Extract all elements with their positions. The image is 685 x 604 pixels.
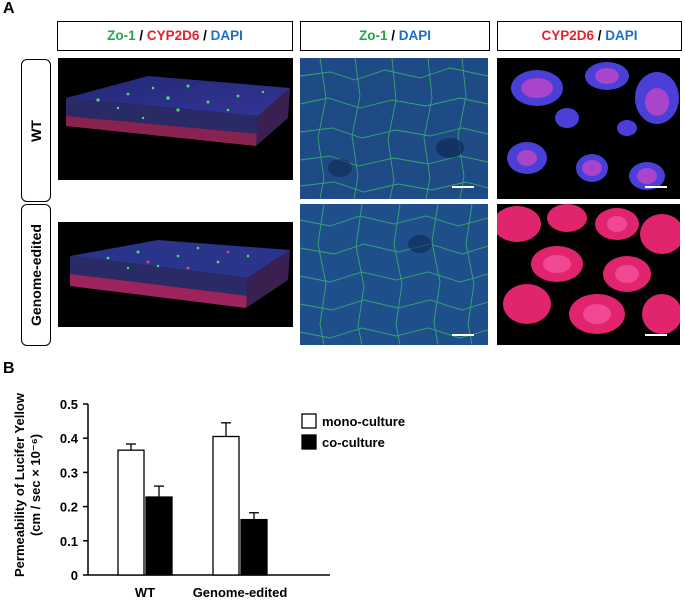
header-zo1-dapi: Zo-1 / DAPI <box>300 21 490 51</box>
legend-label-co-culture: co-culture <box>322 435 385 450</box>
genome-edited-zo1-dapi-micrograph <box>300 204 488 345</box>
header-separator: / <box>594 28 606 43</box>
y-axis-label-line1: Permeability of Lucifer Yellow <box>12 392 27 577</box>
panel-a-label: A <box>3 0 15 17</box>
header-cyp2d6-dapi: CYP2D6 / DAPI <box>497 21 682 51</box>
header-cyp2d6-text: CYP2D6 <box>541 28 594 43</box>
wt-zo1-dapi-micrograph <box>300 58 488 199</box>
scale-bar <box>452 186 474 188</box>
header-cyp2d6-text: CYP2D6 <box>146 28 200 43</box>
row-label-wt-text: WT <box>28 119 44 142</box>
scale-bar <box>452 334 474 336</box>
bar-mono-culture-genome-edited <box>212 435 240 576</box>
header-dapi-text: DAPI <box>605 28 638 43</box>
wt-cyp2d6-dapi-micrograph <box>497 58 680 199</box>
y-axis-label-line2: (cm / sec × 10⁻⁶) <box>28 434 43 536</box>
header-separator: / <box>135 28 147 43</box>
header-dapi-text: DAPI <box>210 28 243 43</box>
header-separator: / <box>199 28 211 43</box>
genome-edited-3d-reconstruction-image <box>58 222 293 327</box>
y-tick-label: 0.1 <box>60 534 78 549</box>
x-category-label: WT <box>135 585 155 600</box>
genome-edited-cyp2d6-dapi-micrograph <box>497 204 680 345</box>
scale-bar <box>645 334 667 336</box>
header-separator: / <box>387 28 399 43</box>
legend-swatch-co-culture <box>301 434 317 450</box>
y-tick-label: 0.4 <box>60 431 79 446</box>
row-label-genome-edited: Genome-edited <box>21 204 51 346</box>
header-dapi-text: DAPI <box>398 28 432 43</box>
bar-co-culture-genome-edited <box>240 518 268 576</box>
header-zo1-text: Zo-1 <box>107 28 136 43</box>
scale-bar <box>645 186 667 188</box>
row-label-genome-edited-text: Genome-edited <box>28 224 44 326</box>
x-category-label: Genome-edited <box>193 585 288 600</box>
row-label-wt: WT <box>21 59 51 202</box>
y-tick-label: 0.3 <box>60 465 78 480</box>
wt-3d-reconstruction-image <box>58 58 293 180</box>
permeability-bar-chart: Permeability of Lucifer Yellow (cm / sec… <box>12 392 405 600</box>
bar-co-culture-wt <box>145 496 173 576</box>
bar-mono-culture-wt <box>117 449 145 576</box>
legend-swatch-mono-culture <box>301 413 317 429</box>
y-tick-label: 0.2 <box>60 500 78 515</box>
y-tick-label: 0.5 <box>60 397 78 412</box>
legend-label-mono-culture: mono-culture <box>322 414 405 429</box>
header-zo1-text: Zo-1 <box>358 28 388 43</box>
header-zo1-cyp2d6-dapi: Zo-1 / CYP2D6 / DAPI <box>57 21 293 51</box>
panel-b-label: B <box>3 360 15 377</box>
y-tick-label: 0 <box>71 568 78 583</box>
